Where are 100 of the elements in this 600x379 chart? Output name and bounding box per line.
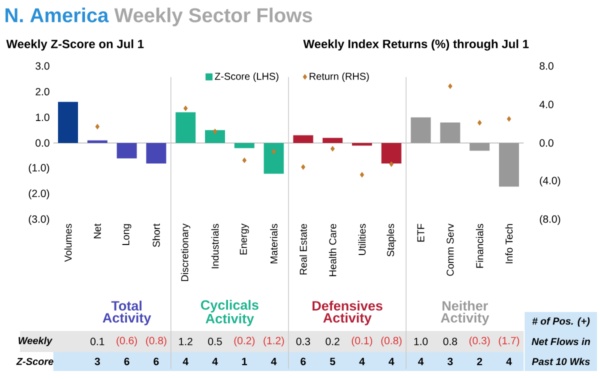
data-label: (0.1) — [352, 336, 372, 346]
text: Z-Score — [16, 358, 54, 366]
data-label: 0.3 — [296, 338, 310, 346]
y2-tick-label: 0.0 — [540, 139, 554, 147]
bar — [381, 142, 402, 164]
y2-axis-title: Weekly Index Returns (%) through Jul 1 — [303, 39, 529, 51]
text: 4 — [359, 358, 365, 366]
text: 4 — [271, 358, 277, 366]
legend-label: Z-Score (LHS) — [214, 72, 278, 82]
bar — [146, 142, 166, 164]
text: 4 — [212, 358, 218, 366]
y-tick-label: 3.0 — [36, 62, 50, 70]
data-label: (0.6) — [116, 336, 137, 346]
x-tick-label: Staples — [386, 224, 396, 256]
y2-tick-label: 4.0 — [539, 100, 554, 108]
text: Weekly — [18, 336, 53, 346]
data-label: 1.2 — [179, 338, 192, 346]
text: 3 — [448, 358, 453, 366]
text: 3 — [94, 358, 100, 366]
data-label: (0.8) — [146, 336, 166, 346]
data-label: (1.2) — [264, 336, 284, 346]
x-tick-label: Health Care — [328, 224, 336, 276]
x-tick-label: Long — [122, 224, 132, 245]
x-tick-label: Materials — [270, 224, 278, 264]
y-tick-label: 2.0 — [36, 88, 50, 96]
bar — [352, 142, 372, 146]
x-tick-label: Net — [94, 224, 101, 238]
point — [212, 128, 218, 134]
x-tick-label: Financials — [476, 224, 484, 268]
bar — [116, 142, 137, 158]
point — [477, 120, 482, 126]
bar — [499, 142, 519, 187]
y2-tick-label: (8.0) — [540, 215, 560, 225]
y-tick-label: (3.0) — [28, 215, 50, 225]
data-label: 0.8 — [443, 338, 458, 346]
x-tick-label: Energy — [240, 224, 249, 254]
y2-tick-label: 8.0 — [540, 62, 554, 70]
text: 2 — [477, 358, 482, 366]
x-tick-label: Volumes — [64, 224, 72, 262]
y-tick-label: 1.0 — [36, 114, 50, 122]
bar — [322, 138, 343, 143]
text: Cyclicals Activity — [200, 300, 258, 326]
point — [389, 161, 394, 167]
text: 4 — [418, 358, 424, 366]
text: 6 — [300, 358, 306, 366]
x-tick-label: Info Tech — [505, 224, 513, 264]
bar — [470, 142, 490, 151]
x-tick-label: Utilities — [358, 224, 366, 255]
x-tick-label: Short — [152, 224, 160, 247]
point — [330, 146, 335, 152]
point — [95, 124, 100, 130]
legend-label: Return (RHS) — [310, 72, 369, 82]
point — [360, 172, 364, 178]
bar — [264, 142, 284, 174]
bar — [176, 112, 196, 143]
bar — [293, 135, 314, 143]
data-label: 0.5 — [208, 338, 222, 346]
point — [448, 83, 452, 89]
bar — [87, 140, 108, 143]
text: # of Pos. (+) — [532, 317, 590, 327]
point — [301, 164, 306, 170]
y-tick-label: 0.0 — [36, 139, 50, 147]
point — [272, 148, 276, 154]
y-tick-label: (1.0) — [28, 164, 50, 174]
text: 5 — [330, 358, 336, 366]
text: Neither Activity — [440, 300, 490, 326]
data-label: (1.7) — [498, 336, 520, 346]
bar — [234, 142, 254, 148]
bar — [58, 102, 78, 143]
text: Total Activity — [102, 300, 152, 326]
x-tick-label: Real Estate — [300, 224, 307, 274]
text: 1 — [242, 358, 248, 366]
text: Past 10 Wks — [532, 358, 590, 366]
text: 4 — [506, 358, 512, 366]
y2-tick-label: (4.0) — [540, 176, 560, 186]
text: 4 — [388, 358, 394, 366]
bar — [205, 130, 225, 143]
x-tick-label: Comm Serv — [446, 224, 454, 276]
chart-title: N. America — [6, 8, 109, 22]
text: Defensives Activity — [312, 300, 382, 326]
text: 6 — [154, 358, 159, 366]
x-tick-label: Industrials — [211, 224, 219, 268]
point — [506, 116, 512, 122]
data-label: (0.8) — [381, 336, 402, 346]
data-label: 0.2 — [326, 338, 340, 346]
bar — [440, 122, 460, 143]
chart-subtitle: Weekly Sector Flows — [114, 8, 312, 26]
point — [242, 158, 247, 164]
point — [183, 106, 188, 112]
data-label: (0.3) — [469, 336, 490, 346]
x-tick-label: Discretionary — [180, 224, 190, 282]
text: 4 — [182, 358, 188, 366]
text: Net Flows in — [532, 338, 590, 346]
data-label: 0.1 — [90, 338, 104, 346]
y-axis-title: Weekly Z-Score on Jul 1 — [6, 39, 144, 51]
y-tick-label: (2.0) — [28, 189, 50, 200]
data-label: 1.0 — [414, 338, 428, 346]
x-tick-label: ETF — [417, 224, 424, 242]
bar — [410, 117, 431, 143]
text: 6 — [124, 358, 130, 366]
